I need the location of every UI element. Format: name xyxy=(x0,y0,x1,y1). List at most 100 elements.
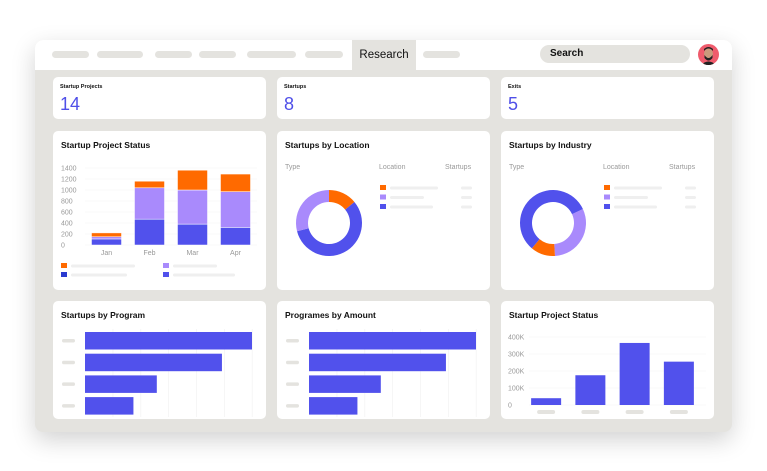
donut-slice xyxy=(296,190,329,232)
y-tick-label: 0 xyxy=(61,243,65,250)
kpi-card-exits[interactable]: Exits 5 xyxy=(501,77,714,119)
legend-label-placeholder xyxy=(390,205,433,209)
card-title: Startup Project Status xyxy=(61,140,151,150)
bar xyxy=(309,353,446,372)
x-label-placeholder xyxy=(625,410,644,414)
card-title: Startups by Program xyxy=(61,310,146,320)
bar xyxy=(309,375,381,393)
bar xyxy=(309,332,476,350)
kpi-card-startup-projects[interactable]: Startup Projects 14 xyxy=(53,77,266,119)
bar xyxy=(531,398,562,405)
bar-segment xyxy=(220,227,251,246)
legend-label-placeholder xyxy=(614,196,648,199)
stacked-bar-chart: 0 200 400 600 800 1000 1200 1400 Jan Feb Mar Apr xyxy=(61,166,257,277)
legend-swatch xyxy=(163,272,169,277)
startup-project-status-card: Startup Project Status 0 200 400 600 800 1000… xyxy=(53,131,266,290)
user-avatar[interactable] xyxy=(698,44,719,65)
header-startups: Startups xyxy=(445,164,472,171)
bar-segment xyxy=(91,238,122,246)
startups-by-program-card: Startups by Program xyxy=(53,301,266,419)
bar-segment xyxy=(91,236,122,240)
bar xyxy=(85,397,134,415)
nav-item[interactable] xyxy=(247,51,296,58)
y-tick-label: 1000 xyxy=(61,188,77,195)
donut-slice xyxy=(297,201,362,256)
bar xyxy=(575,375,606,405)
search-input[interactable]: Search xyxy=(540,45,690,63)
y-tick-label: 400 xyxy=(61,221,73,228)
startups-value-placeholder xyxy=(461,196,472,199)
category-label-placeholder xyxy=(62,339,75,343)
category-label-placeholder xyxy=(62,360,75,365)
x-label-placeholder xyxy=(669,410,688,414)
legend-label-placeholder xyxy=(71,264,135,268)
bar-segment xyxy=(220,191,251,228)
donut-slice xyxy=(531,239,555,256)
category-label-placeholder xyxy=(286,339,299,343)
x-tick-label: Jan xyxy=(101,250,112,257)
donut-slice xyxy=(520,190,583,249)
donut-chart xyxy=(520,185,696,256)
legend-swatch xyxy=(380,185,386,190)
category-label-placeholder xyxy=(62,382,75,386)
category-label-placeholder xyxy=(286,382,299,386)
header-startups: Startups xyxy=(669,164,696,171)
card-title: Startup Project Status xyxy=(509,310,599,320)
legend-label-placeholder xyxy=(614,186,662,190)
startups-value-placeholder xyxy=(685,196,696,199)
bar xyxy=(85,332,252,350)
bar xyxy=(85,353,222,372)
legend-swatch xyxy=(380,194,386,200)
top-nav: Research Search xyxy=(35,40,732,70)
header-location: Location xyxy=(603,164,630,171)
kpi-value: 5 xyxy=(508,94,519,114)
avatar-icon xyxy=(701,47,716,65)
nav-item[interactable] xyxy=(199,51,236,58)
legend-label-placeholder xyxy=(614,205,657,209)
donut-slice xyxy=(554,209,586,256)
y-tick-label: 1400 xyxy=(61,166,77,173)
nav-item[interactable] xyxy=(305,51,343,58)
card-title: Startups by Location xyxy=(285,140,370,150)
nav-item[interactable] xyxy=(155,51,192,58)
card-title: Programes by Amount xyxy=(285,310,376,320)
header-type: Type xyxy=(285,164,301,171)
programes-by-amount-card: Programes by Amount xyxy=(277,301,490,419)
startups-value-placeholder xyxy=(461,205,472,209)
y-tick-label: 400K xyxy=(508,335,525,342)
y-tick-label: 300K xyxy=(508,352,525,359)
nav-item[interactable] xyxy=(97,51,143,58)
bar xyxy=(619,342,650,405)
startups-by-industry-card: Startups by Industry Type Location Start… xyxy=(501,131,714,290)
y-tick-label: 0 xyxy=(508,403,512,410)
kpi-value: 8 xyxy=(284,94,295,114)
startups-value-placeholder xyxy=(685,205,696,209)
header-type: Type xyxy=(509,164,525,171)
startups-by-location-card: Startups by Location Type Location Start… xyxy=(277,131,490,290)
kpi-card-startups[interactable]: Startups 8 xyxy=(277,77,490,119)
horizontal-bar-chart xyxy=(62,329,253,417)
legend-swatch xyxy=(61,272,67,277)
kpi-value: 14 xyxy=(60,94,81,114)
legend-swatch xyxy=(604,185,610,190)
category-label-placeholder xyxy=(62,404,75,408)
tab-research[interactable]: Research xyxy=(352,40,416,70)
bar-segment xyxy=(177,223,208,246)
legend-label-placeholder xyxy=(173,264,217,268)
startups-value-placeholder xyxy=(685,186,696,190)
nav-item[interactable] xyxy=(52,51,89,58)
header-location: Location xyxy=(379,164,406,171)
x-tick-label: Feb xyxy=(143,250,155,257)
y-tick-label: 800 xyxy=(61,199,73,206)
bar-chart: 0 100K 200K 300K 400K xyxy=(508,335,706,414)
bar xyxy=(663,361,694,405)
bar-segment xyxy=(134,180,165,189)
startup-project-status-amount-card: Startup Project Status 0 100K 200K 300K 400K xyxy=(501,301,714,419)
legend-label-placeholder xyxy=(390,186,438,190)
y-tick-label: 200 xyxy=(61,232,73,239)
nav-item[interactable] xyxy=(423,51,460,58)
donut-chart xyxy=(296,185,472,256)
category-label-placeholder xyxy=(286,360,299,365)
horizontal-bar-chart xyxy=(286,329,477,417)
y-tick-label: 600 xyxy=(61,210,73,217)
